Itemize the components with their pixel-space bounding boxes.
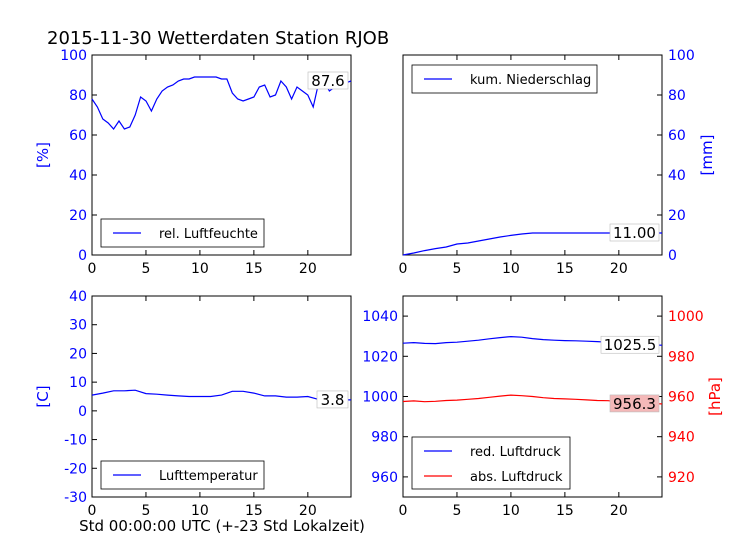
value-label: 3.8 bbox=[321, 391, 345, 409]
x-tick-label: 10 bbox=[502, 503, 520, 519]
x-tick-label: 15 bbox=[245, 261, 263, 277]
y-tick-label: 980 bbox=[668, 349, 695, 365]
x-tick-label: 0 bbox=[88, 503, 97, 519]
y-tick-label: 960 bbox=[371, 470, 398, 486]
value-box bbox=[600, 335, 660, 354]
x-tick-label: 15 bbox=[245, 503, 263, 519]
y-tick-label: 40 bbox=[69, 289, 87, 305]
y-tick-label: 40 bbox=[69, 168, 87, 184]
y-tick-label: 0 bbox=[78, 248, 87, 264]
y-tick-label: 30 bbox=[69, 318, 87, 334]
y-tick-label: 100 bbox=[668, 48, 695, 64]
y-tick-label: 940 bbox=[668, 430, 695, 446]
y-axis-label: [hPa] bbox=[706, 377, 724, 416]
x-tick-label: 20 bbox=[299, 261, 317, 277]
panel-precipitation: 0 5 10 15 20 0 20 40 60 80 100 [mm] 11.00 kum. Nieder… bbox=[399, 48, 716, 277]
x-tick-label: 0 bbox=[399, 261, 408, 277]
y-tick-label: 60 bbox=[668, 128, 686, 144]
legend-label: rel. Luftfeuchte bbox=[159, 227, 258, 242]
y-tick-label: 20 bbox=[69, 346, 87, 362]
plot-frame bbox=[91, 54, 352, 256]
y-tick-label: 20 bbox=[668, 208, 686, 224]
y-axis-label: [C] bbox=[34, 385, 52, 407]
y-tick-label: 1000 bbox=[668, 309, 704, 325]
y-axis-label: [mm] bbox=[698, 135, 716, 176]
value-label: 956.3 bbox=[613, 395, 656, 413]
y-tick-label: -10 bbox=[64, 433, 87, 449]
y-tick-label: 40 bbox=[668, 168, 686, 184]
x-tick-label: 5 bbox=[452, 503, 461, 519]
chart-title: 2015-11-30 Wetterdaten Station RJOB bbox=[47, 28, 389, 49]
plot-frame bbox=[402, 54, 663, 256]
value-label: 87.6 bbox=[311, 72, 344, 90]
x-axis-label: Std 00:00:00 UTC (+-23 Std Lokalzeit) bbox=[79, 517, 365, 535]
x-tick-label: 20 bbox=[610, 503, 628, 519]
value-box bbox=[609, 394, 660, 413]
y-tick-label: 80 bbox=[668, 88, 686, 104]
y-tick-label: -20 bbox=[64, 461, 87, 477]
y-tick-label: 80 bbox=[69, 88, 87, 104]
x-tick-label: 10 bbox=[502, 261, 520, 277]
y-tick-label: 20 bbox=[69, 208, 87, 224]
y-tick-label: 1020 bbox=[362, 349, 398, 365]
x-tick-label: 0 bbox=[88, 261, 97, 277]
legend-label: abs. Luftdruck bbox=[470, 470, 563, 485]
plot-frame bbox=[91, 295, 352, 498]
y-tick-label: 100 bbox=[60, 48, 87, 64]
y-axis-label: [%] bbox=[34, 142, 52, 168]
series-line-lufttemperatur bbox=[91, 389, 351, 401]
x-tick-label: 15 bbox=[556, 503, 574, 519]
x-tick-label: 5 bbox=[141, 261, 150, 277]
x-tick-label: 5 bbox=[141, 503, 150, 519]
y-tick-label: 980 bbox=[371, 430, 398, 446]
value-box bbox=[609, 223, 660, 242]
panel-humidity: 0 5 10 15 20 0 20 40 60 80 100 [%] 87.6 rel. Luftfeuc… bbox=[34, 48, 352, 277]
y-tick-label: -30 bbox=[64, 490, 87, 506]
x-tick-label: 10 bbox=[191, 503, 209, 519]
x-tick-label: 10 bbox=[191, 261, 209, 277]
y-tick-label: 1040 bbox=[362, 309, 398, 325]
x-tick-label: 0 bbox=[399, 503, 408, 519]
y-tick-label: 0 bbox=[78, 404, 87, 420]
x-tick-label: 15 bbox=[556, 261, 574, 277]
y-tick-label: 60 bbox=[69, 128, 87, 144]
value-label: 1025.5 bbox=[604, 336, 657, 354]
legend-label: red. Luftdruck bbox=[470, 445, 561, 460]
x-tick-label: 20 bbox=[299, 503, 317, 519]
y-tick-label: 1000 bbox=[362, 390, 398, 406]
series-line-rel--luftfeuchte bbox=[91, 76, 352, 130]
x-tick-label: 5 bbox=[452, 261, 461, 277]
value-box bbox=[316, 390, 349, 409]
legend-label: Lufttemperatur bbox=[159, 469, 258, 484]
legend-box bbox=[411, 436, 571, 490]
value-label: 11.00 bbox=[613, 224, 656, 242]
y-tick-label: 10 bbox=[69, 375, 87, 391]
panel-pressure: 0 5 10 15 20 960 980 1000 1020 1040 920 940 960 980 10… bbox=[362, 295, 724, 519]
y-tick-label: 920 bbox=[668, 470, 695, 486]
legend-label: kum. Niederschlag bbox=[470, 73, 591, 88]
x-tick-label: 20 bbox=[610, 261, 628, 277]
panel-temperature: 0 5 10 15 20 -30 -20 -10 0 10 20 30 40 [C] 3.8 Lufttemp… bbox=[34, 289, 352, 519]
y-tick-label: 960 bbox=[668, 390, 695, 406]
y-tick-label: 0 bbox=[668, 248, 677, 264]
value-box bbox=[307, 71, 349, 90]
